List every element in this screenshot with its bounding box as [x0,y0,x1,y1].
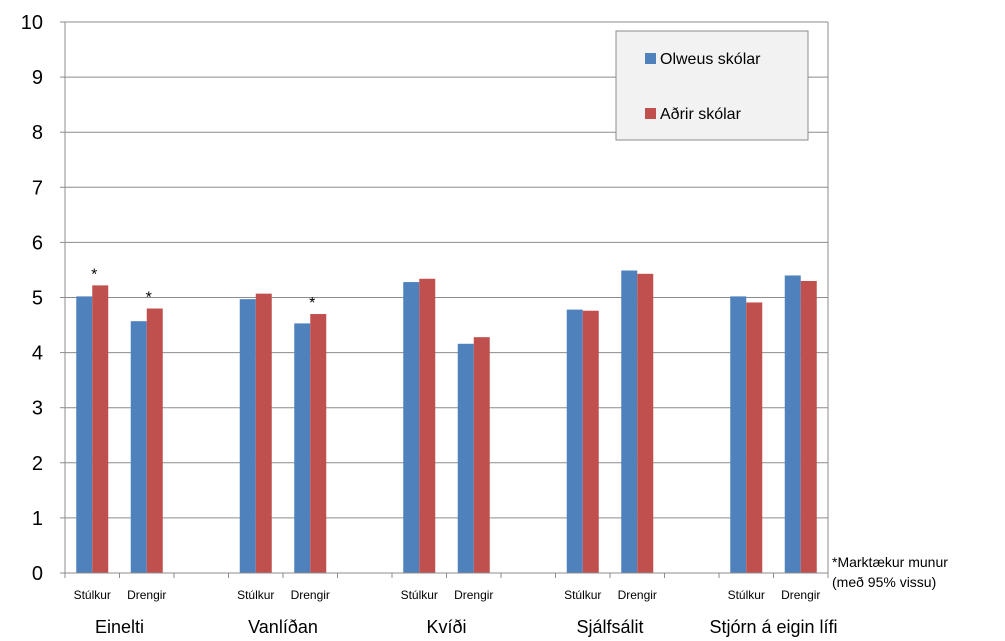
bar [566,309,583,573]
y-tick-label: 9 [32,67,43,89]
bar [637,273,654,573]
y-axis-ticks: 0 1 2 3 4 5 6 7 8 9 10 [21,12,65,585]
significance-marker: * [146,290,152,307]
bar [784,275,801,573]
subcategory-label: Stúlkur [401,588,438,602]
group-label: Kvíði [426,617,466,637]
bar [146,308,163,573]
legend-swatch [645,108,656,119]
subcategory-label: Drengir [618,588,657,602]
y-tick-label: 2 [32,453,43,475]
bar [239,299,256,573]
y-tick-label: 6 [32,232,43,254]
bar [403,282,420,573]
subcategory-label: Drengir [127,588,166,602]
significance-marks: * * * [91,266,315,312]
bar [800,280,817,573]
significance-marker: * [91,266,97,283]
bar [310,314,327,573]
bar [730,296,747,573]
significance-note-line2: (með 95% vissu) [832,574,937,590]
bar [294,323,311,573]
bar [419,278,436,573]
legend-label: Aðrir skólar [660,106,742,123]
subcategory-label: Drengir [291,588,330,602]
group-label: Einelti [95,617,144,637]
bar [457,343,474,573]
y-tick-label: 5 [32,288,43,310]
legend: Olweus skólar Aðrir skólar [615,30,809,141]
legend-swatch [645,53,656,64]
subcategory-label: Stúlkur [237,588,274,602]
significance-note-line1: *Marktækur munur [832,554,948,570]
y-tick-label: 10 [21,12,43,34]
bar [746,302,763,573]
y-tick-label: 4 [32,343,43,365]
group-label: Vanlíðan [248,617,318,637]
y-tick-label: 8 [32,122,43,144]
subcategory-label: Stúlkur [728,588,765,602]
y-tick-label: 7 [32,177,43,199]
y-tick-label: 3 [32,398,43,420]
group-label: Sjálfsálit [576,617,643,637]
bar [130,321,147,573]
bar [582,310,599,573]
group-label: Stjórn á eigin lífi [709,617,837,637]
bar [621,270,638,573]
legend-box [615,30,809,141]
significance-marker: * [309,295,315,312]
bars [76,270,817,573]
y-tick-label: 1 [32,508,43,530]
subcategory-label: Drengir [454,588,493,602]
subcategory-label: Stúlkur [564,588,601,602]
bar [255,293,272,573]
legend-label: Olweus skólar [660,51,761,68]
subcategory-label: Drengir [781,588,820,602]
x-axis-labels: Stúlkur Drengir Stúlkur Drengir Stúlkur Dreng… [74,588,838,637]
y-tick-label: 0 [32,563,43,585]
subcategory-label: Stúlkur [74,588,111,602]
bar [76,296,93,573]
axes [64,21,829,578]
bar [473,337,490,573]
bar [92,285,109,573]
